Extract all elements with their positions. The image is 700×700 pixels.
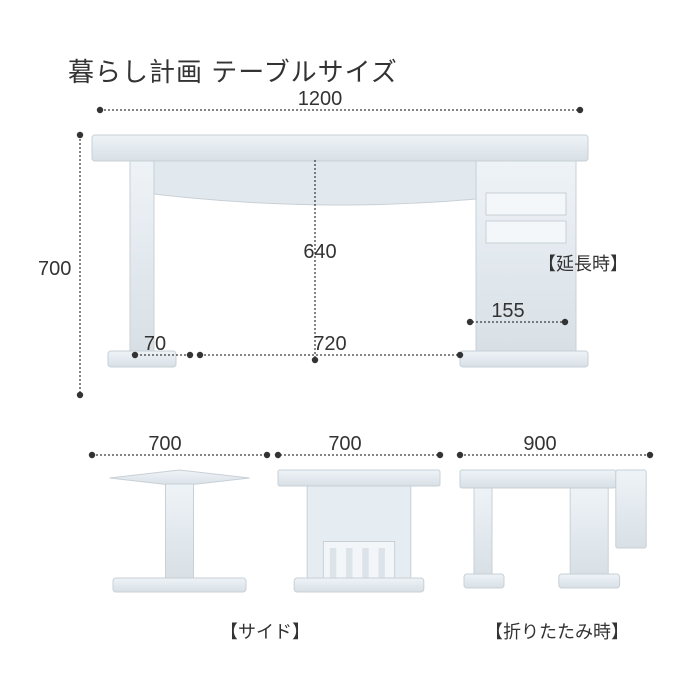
view-back xyxy=(278,470,440,592)
dimension-value: 70 xyxy=(144,333,166,355)
dimension-value: 640 xyxy=(303,241,336,263)
caption-folded: 【折りたたみ時】 xyxy=(485,622,629,642)
dimension-value: 700 xyxy=(148,433,181,455)
caption-side: 【サイド】 xyxy=(220,622,310,642)
diagram-canvas: 1200 700 640 70 720 155 【延長時】 700 【サイド】 700 900 【折り… xyxy=(0,0,700,700)
view-label-extended: 【延長時】 xyxy=(538,254,628,274)
dimension-value: 900 xyxy=(523,433,556,455)
view-folded xyxy=(460,470,646,588)
view-side xyxy=(110,470,250,592)
dimension-value: 700 xyxy=(38,258,71,280)
dimension-value: 700 xyxy=(328,433,361,455)
dimension-value: 720 xyxy=(313,333,346,355)
dimension-value: 155 xyxy=(491,300,524,322)
dimension-value: 1200 xyxy=(298,88,343,110)
